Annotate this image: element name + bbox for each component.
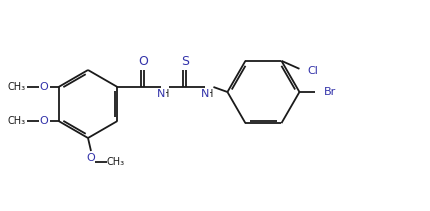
Text: O: O [138, 54, 148, 68]
Text: O: O [39, 116, 48, 126]
Text: N: N [157, 89, 166, 99]
Text: CH₃: CH₃ [107, 157, 125, 167]
Text: O: O [39, 82, 48, 92]
Text: O: O [86, 153, 95, 163]
Text: Br: Br [323, 87, 336, 97]
Text: Cl: Cl [307, 66, 318, 76]
Text: H: H [206, 89, 213, 99]
Text: CH₃: CH₃ [7, 82, 26, 92]
Text: H: H [162, 89, 169, 99]
Text: N: N [201, 89, 210, 99]
Text: S: S [181, 54, 189, 68]
Text: CH₃: CH₃ [7, 116, 26, 126]
